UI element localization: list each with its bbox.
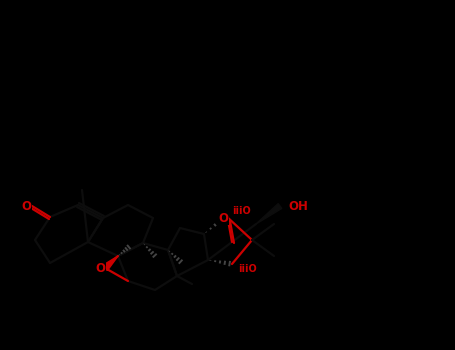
Text: OH: OH (288, 199, 308, 212)
Text: O: O (218, 211, 228, 224)
Text: iiiO: iiiO (238, 264, 257, 274)
Text: O: O (21, 199, 31, 212)
Text: iiiO: iiiO (232, 206, 251, 216)
Polygon shape (103, 256, 118, 271)
Polygon shape (256, 204, 282, 224)
Text: O: O (95, 261, 105, 274)
